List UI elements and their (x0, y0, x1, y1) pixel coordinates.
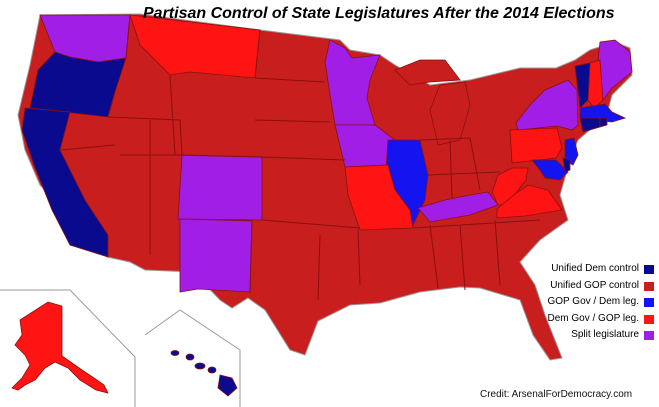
legend-item-gop: Unified GOP control (529, 279, 654, 293)
state-mi (429, 81, 471, 146)
state-va (496, 184, 563, 219)
inset-border-hi (144, 309, 241, 407)
state-ca (21, 107, 109, 258)
state-ct (579, 117, 601, 133)
credit-text: Credit: ArsenalForDemocracy.com (480, 389, 633, 400)
legend-swatch (644, 314, 654, 324)
state-mn (324, 39, 381, 126)
state-boundaries (59, 14, 541, 301)
state-ky (417, 191, 499, 223)
legend-label: GOP Gov / Dem leg. (547, 296, 639, 307)
state-mo (344, 164, 414, 231)
state-md (531, 159, 569, 181)
state-co (177, 154, 263, 221)
legend-item-demgov-gopleg: Dem Gov / GOP leg. (529, 312, 654, 326)
state-de (562, 157, 571, 173)
state-ny (515, 79, 579, 131)
state-vt (574, 62, 591, 109)
legend-swatch (644, 265, 654, 274)
state-hi (170, 350, 238, 397)
state-nj (564, 137, 579, 166)
state-mi-upper (394, 59, 461, 86)
state-pa (509, 127, 563, 164)
legend: Unified Dem control Unified GOP control … (529, 262, 654, 345)
legend-swatch (644, 331, 654, 340)
map-title: Partisan Control of State Legislatures A… (143, 5, 615, 22)
state-nm (179, 218, 253, 293)
legend-item-dem: Unified Dem control (529, 262, 654, 276)
state-nh (587, 59, 604, 109)
legend-label: Unified Dem control (551, 263, 639, 274)
legend-label: Dem Gov / GOP leg. (547, 312, 639, 324)
inset-border (0, 289, 136, 407)
state-ri (599, 117, 608, 128)
legend-label: Split legislature (571, 329, 639, 340)
legend-swatch (644, 281, 654, 291)
legend-item-split: Split legislature (529, 328, 654, 342)
legend-item-gopgov-demleg: GOP Gov / Dem leg. (529, 295, 654, 309)
state-ak (11, 301, 109, 394)
legend-swatch (644, 298, 654, 307)
legend-label: Unified GOP control (550, 279, 639, 291)
